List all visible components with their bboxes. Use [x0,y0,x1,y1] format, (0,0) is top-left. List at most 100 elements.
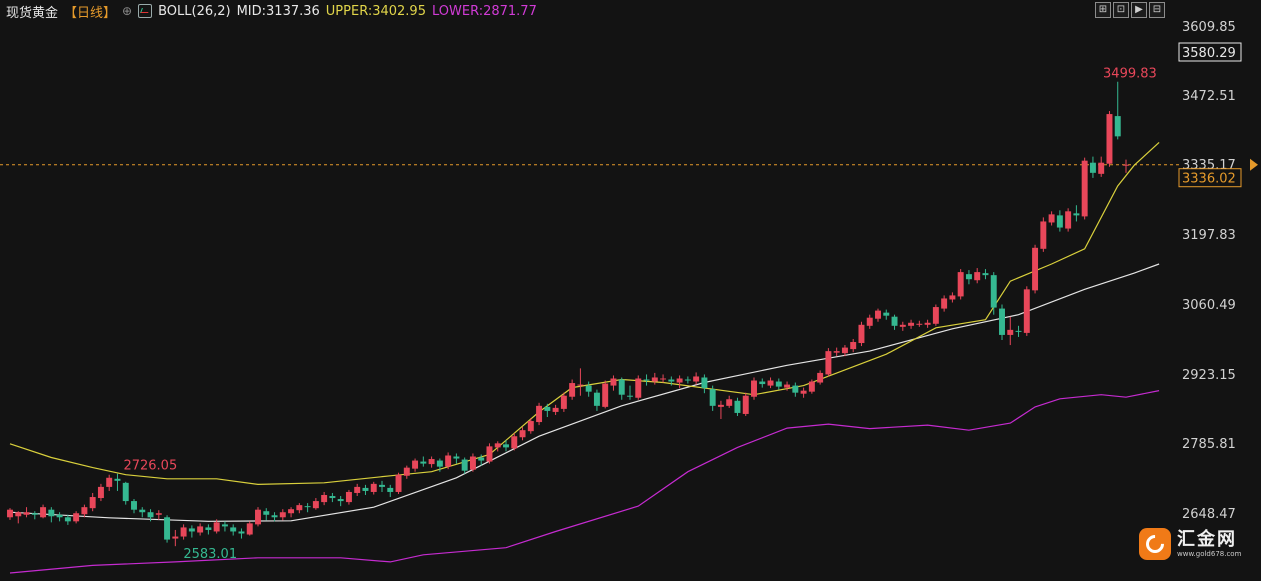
y-tick-label: 2648.47 [1182,507,1236,522]
candle-body [7,509,13,518]
boll-upper-line [9,141,1160,486]
candle-body [1098,162,1105,174]
candle-body [908,322,915,326]
candle-body [635,378,642,398]
annotation-low: 2583.01 [183,547,237,562]
candle-body [370,483,377,492]
candle-body [139,509,146,513]
candle-body [362,487,369,491]
candle-body [618,379,625,395]
candle-body [428,459,435,465]
candle-body [701,377,708,389]
candle-body [461,459,468,471]
candle-body [627,395,633,397]
price-marker-icon [1250,158,1258,171]
candle-body [660,378,667,380]
candle-body [552,407,559,412]
candle-body [205,527,212,530]
candle-body [97,486,104,499]
indicator-name[interactable]: BOLL(26,2) [158,3,231,19]
candle-body [1089,162,1096,173]
candle-body [1040,221,1047,249]
candle-body [1056,215,1063,228]
boll-mid-line [9,263,1160,522]
candle-body [974,272,981,281]
candle-body [263,511,270,515]
candle-body [155,513,162,515]
candle-body [742,395,749,414]
toolbar-reset-button[interactable]: ⊟ [1149,2,1165,18]
candle-body [164,517,171,540]
candle-body [64,517,71,522]
candle-body [668,379,675,382]
toolbar-play-button[interactable]: ▶ [1131,2,1147,18]
candle-body [651,377,658,382]
candle-body [354,486,361,493]
lower-value: LOWER:2871.77 [431,3,537,19]
toolbar-zoom-out-button[interactable]: ⊡ [1113,2,1129,18]
candle-body [345,491,352,503]
candle-body [734,400,741,413]
candle-body [899,324,906,327]
candle-body [172,536,179,539]
candle-body [800,390,807,394]
candle-body [122,482,129,502]
candle-body [726,399,733,406]
candle-body [751,380,757,397]
candle-body [767,380,774,386]
indicator-icon[interactable] [138,4,153,18]
candle-body [1106,114,1113,164]
candle-body [511,436,518,449]
candle-body [924,322,931,325]
y-tick-label: 3060.49 [1182,298,1236,313]
candle-body [213,522,220,532]
candle-body [519,430,526,438]
candle-body [817,372,824,383]
candle-body [478,457,485,461]
candle-body [246,523,253,535]
last-price-tag-box [1178,168,1242,188]
candle-body [387,487,394,492]
annotation-high: 3499.83 [1103,67,1157,82]
period-label[interactable]: 【日线】 [64,5,117,21]
candle-body [593,392,600,406]
candle-body [717,404,724,407]
candle-body [296,505,303,511]
annotation-high: 2726.05 [123,459,177,474]
candle-body [866,317,873,326]
candle-body [957,272,964,297]
candle-body [527,421,534,432]
toolbar-zoom-in-button[interactable]: ⊞ [1095,2,1111,18]
candle-body [577,384,584,386]
candle-body [784,384,791,388]
watermark-name: 汇金网 [1177,528,1237,550]
crosshair-icon[interactable]: ⊕ [122,4,133,18]
candle-body [230,527,237,532]
candle-body [453,456,460,459]
candle-body [420,461,427,464]
candle-body [1032,247,1039,291]
candle-body [602,383,609,407]
candle-body [221,524,228,527]
candle-body [883,312,890,316]
candle-body [808,381,815,392]
candle-body [188,528,195,532]
last-price-tag: 3336.02 [1182,172,1236,187]
current-price-tag-box [1178,42,1242,62]
candle-body [494,443,501,448]
y-tick-label: 3197.83 [1182,228,1236,243]
candle-body [825,351,832,375]
candle-body [833,351,840,353]
candle-body [536,405,543,423]
candle-body [775,381,782,387]
candle-body [1073,213,1080,216]
y-tick-label: 2785.81 [1182,437,1236,452]
current-price-tag: 3580.29 [1182,46,1236,61]
candle-body [1048,214,1055,223]
candle-body [337,499,344,502]
candle-body [1015,330,1022,332]
candle-body [850,342,857,350]
candle-body [858,324,865,344]
candle-body [759,381,766,385]
